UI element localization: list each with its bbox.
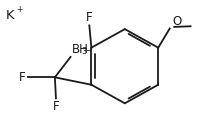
- Text: F: F: [19, 71, 26, 84]
- Text: O: O: [172, 14, 182, 28]
- Text: BH: BH: [72, 43, 88, 56]
- Text: 3: 3: [82, 48, 87, 56]
- Text: −: −: [85, 46, 92, 55]
- Text: K: K: [6, 9, 14, 22]
- Text: +: +: [16, 5, 23, 14]
- Text: F: F: [53, 100, 59, 113]
- Text: F: F: [86, 11, 93, 24]
